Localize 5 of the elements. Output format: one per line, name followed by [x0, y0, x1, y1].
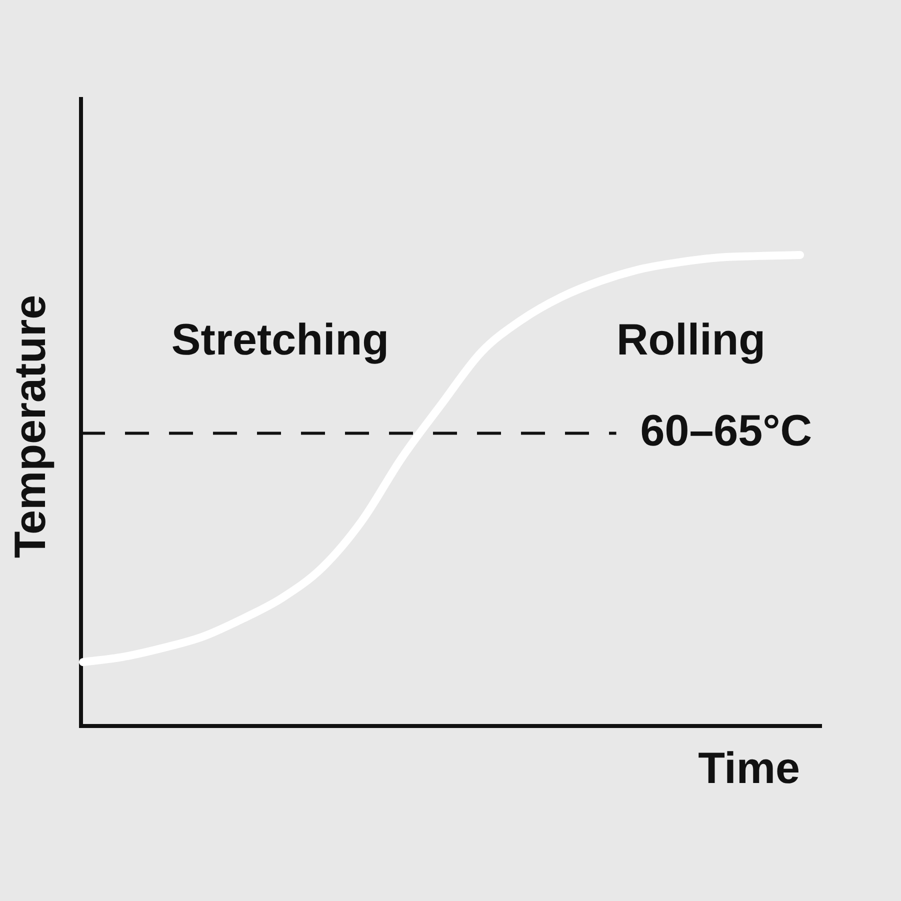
annotation: Rolling: [616, 316, 766, 365]
ref-line-label: 60–65°C: [640, 406, 812, 456]
y-axis-title: Temperature: [6, 294, 56, 558]
annotation: Stretching: [171, 316, 389, 365]
x-axis-title: Time: [698, 744, 800, 793]
